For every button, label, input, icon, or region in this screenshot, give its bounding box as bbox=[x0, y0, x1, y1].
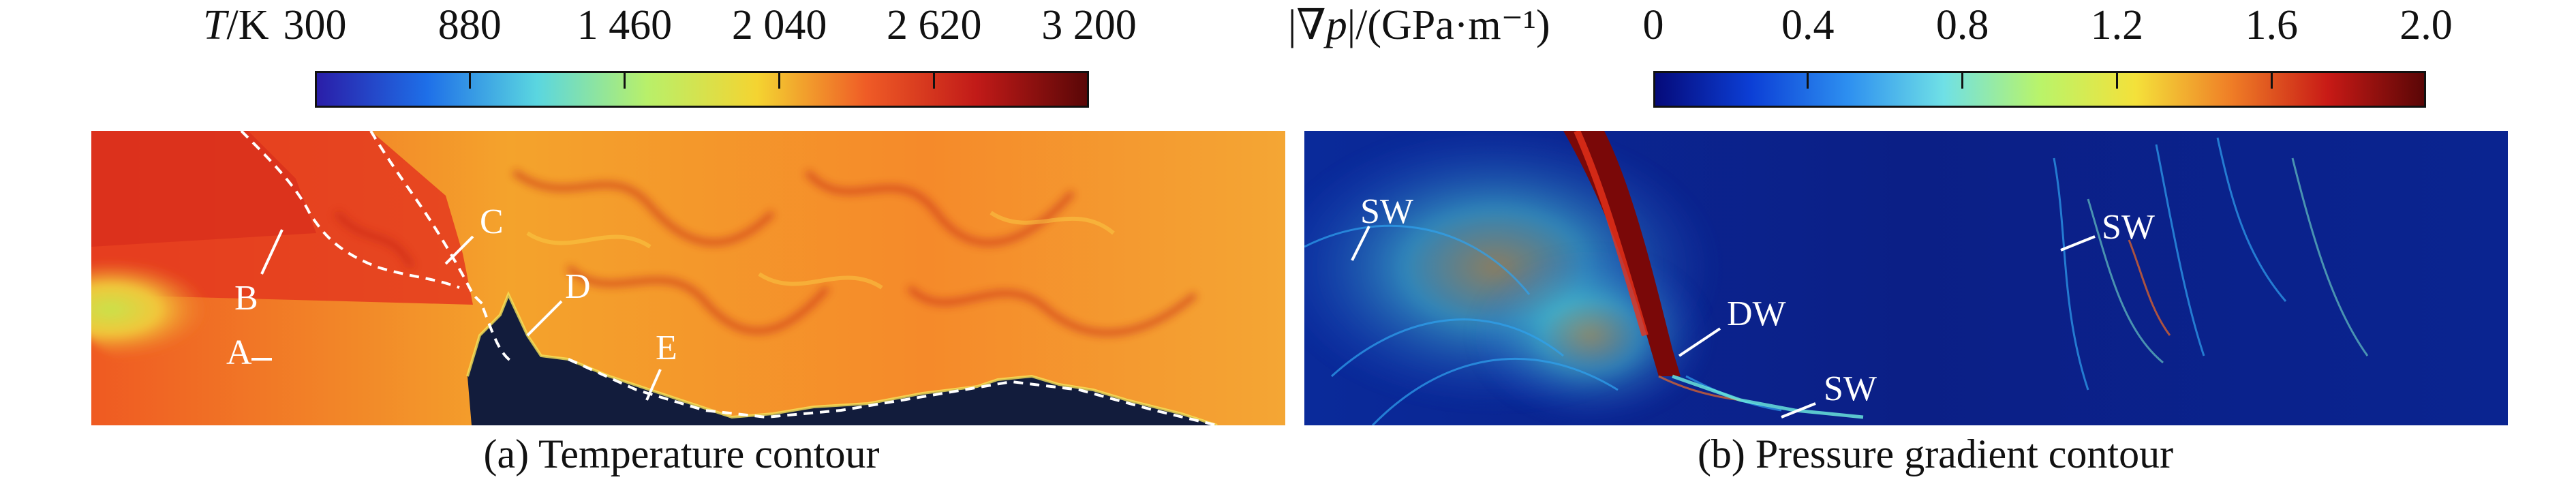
pressure-colorbar-tick-label: 2.0 bbox=[2399, 2, 2453, 48]
temperature-caption: (a) Temperature contour bbox=[483, 431, 880, 476]
temperature-colorbar-tick-label: 3 200 bbox=[1041, 2, 1137, 48]
pressure-colorbar-tick-label: 0.4 bbox=[1781, 2, 1835, 48]
temperature-colorbar-tick bbox=[623, 71, 626, 89]
temperature-colorbar-tick-label: 880 bbox=[438, 2, 502, 48]
pressure-colorbar-tick bbox=[1807, 71, 1809, 89]
pressure-gradient-contour-field: SW DW SW SW bbox=[1304, 131, 2508, 425]
pressure-colorbar-tick-label: 1.2 bbox=[2090, 2, 2144, 48]
label-d: D bbox=[565, 267, 591, 306]
temperature-colorbar-tick-label: 2 620 bbox=[887, 2, 982, 48]
temperature-panel: T/K 300 880 1 460 2 040 2 620 3 200 bbox=[91, 2, 1285, 476]
temperature-colorbar-tick-label: 2 040 bbox=[731, 2, 827, 48]
label-a: A bbox=[226, 333, 252, 372]
pressure-colorbar-tick bbox=[2115, 71, 2118, 89]
label-sw-right: SW bbox=[2102, 208, 2155, 247]
pressure-gradient-panel: |∇p|/(GPa·m⁻¹) 0 0.4 0.8 1.2 1.6 2.0 bbox=[1288, 0, 2576, 486]
label-sw-bottom: SW bbox=[1824, 369, 1877, 408]
temperature-colorbar-tick bbox=[778, 71, 781, 89]
temperature-colorbar-tick bbox=[933, 71, 936, 89]
temperature-colorbar-tick bbox=[468, 71, 471, 89]
temperature-colorbar-tick-label: 300 bbox=[283, 2, 347, 48]
label-e: E bbox=[656, 329, 677, 367]
pressure-colorbar bbox=[1653, 71, 2426, 108]
pressure-colorbar-tick bbox=[2270, 71, 2273, 89]
pressure-caption: (b) Pressure gradient contour bbox=[1697, 431, 2174, 476]
temperature-contour-field: A B C D E bbox=[91, 131, 1285, 425]
pressure-colorbar-tick bbox=[1961, 71, 1964, 89]
label-b: B bbox=[234, 279, 258, 318]
label-sw-top-left: SW bbox=[1360, 192, 1413, 231]
pressure-colorbar-tick-label: 0 bbox=[1642, 2, 1664, 48]
temperature-colorbar-title: T/K bbox=[203, 2, 269, 48]
pressure-colorbar-title: |∇p|/(GPa·m⁻¹) bbox=[1288, 2, 1550, 48]
pressure-colorbar-tick-label: 1.6 bbox=[2245, 2, 2298, 48]
label-dw: DW bbox=[1727, 294, 1786, 333]
pressure-colorbar-tick-label: 0.8 bbox=[1935, 2, 1989, 48]
temperature-colorbar bbox=[315, 71, 1089, 108]
temperature-colorbar-tick-label: 1 460 bbox=[577, 2, 673, 48]
label-c: C bbox=[480, 202, 504, 241]
